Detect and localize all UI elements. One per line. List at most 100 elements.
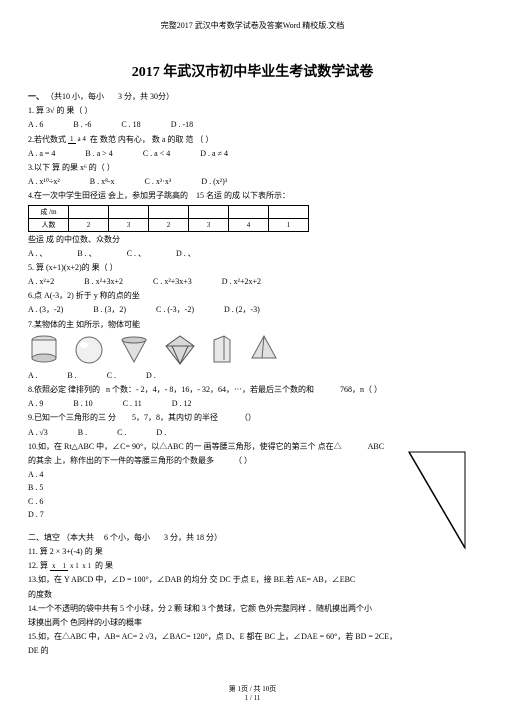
- sec2-mid: 6 个小，每小: [104, 533, 150, 542]
- q6-c: C . (-3，-2): [156, 304, 194, 315]
- q2-a: A . a = 4: [28, 148, 55, 159]
- q8-t3: 768，n（ ）: [340, 385, 382, 394]
- q6-stem: 6.点 A(-3，2) 折于 y 称的点的坐: [28, 290, 477, 301]
- t-r2c6: 4: [229, 218, 269, 231]
- q1-c: C . 18: [121, 119, 140, 130]
- q4-b: B . 、: [77, 248, 96, 259]
- q8-c: C . 11: [123, 398, 142, 409]
- q2-d: D . a ≠ 4: [200, 148, 228, 159]
- q2-c: C . a < 4: [143, 148, 170, 159]
- q4-t1: 4.在一次中学生田径运 会上，参加男子跳高的: [28, 191, 188, 200]
- q13: 13.如，在 Y ABCD 中，∠D = 100°，∠DAB 的均分 交 DC …: [28, 574, 477, 585]
- q4-d: D . 、: [176, 248, 196, 259]
- q3-c: C . x²·x³: [145, 176, 172, 187]
- q3-stem: 3.以下 算 的果 x⁶ 的（ ）: [28, 162, 477, 173]
- q4-opts: A . 、 B . 、 C . 、 D . 、: [28, 248, 477, 259]
- q7-d: D .: [146, 370, 156, 381]
- q9-t2: 5，7，8，其内切 的半径: [132, 413, 218, 422]
- q6-b: B . (3，2): [93, 304, 126, 315]
- q9-b: B .: [78, 427, 87, 438]
- q7-c: C .: [107, 370, 116, 381]
- t-r1c6: [229, 205, 269, 218]
- q13b: 的度数: [28, 589, 477, 600]
- diamond-icon: [164, 334, 196, 366]
- q6-d: D . (2，-3): [224, 304, 260, 315]
- q2-rest: 在 数范 内有心， 数 a 的取 范 （ ）: [90, 135, 214, 144]
- t-r1c1: 成 /m: [29, 205, 69, 218]
- t-r1c4: [149, 205, 189, 218]
- prism-icon: [210, 334, 234, 366]
- q8-a: A . 9: [28, 398, 43, 409]
- page-footer: 第 1页 / 共 10页 1 / 11: [0, 684, 505, 702]
- q8-opts: A . 9 B . 10 C . 11 D . 12: [28, 398, 477, 409]
- t-r1c3: [109, 205, 149, 218]
- q2-b: B . a > 4: [85, 148, 112, 159]
- sec2-label: 二、填空 （本大共: [28, 533, 94, 542]
- q12-frac: x 1x 1 x 1: [50, 563, 93, 570]
- q14b: 球摸出两个 色同样的小球的概率: [28, 617, 477, 628]
- q6-a: A . (3，-2): [28, 304, 63, 315]
- section-1: 一、 （共10 小，每小 3 分，共 30分）: [28, 91, 477, 102]
- q15b: DE 的: [28, 645, 477, 656]
- q4-after: 些运 成 的中位数、众数分: [28, 234, 477, 245]
- q9-a: A . √3: [28, 427, 48, 438]
- q3-opts: A . x¹⁰÷x² B . x⁸-x C . x²·x³ D . (x²)³: [28, 176, 477, 187]
- page-title: 2017 年武汉市初中毕业生考试数学试卷: [28, 61, 477, 81]
- q9-t1: 9.已知一个三角形的三 分: [28, 413, 116, 422]
- q9-d: D .: [156, 427, 166, 438]
- q10-l2t: 的其余 上，称作出的下一件的等腰三角形的个数最多: [28, 456, 214, 465]
- q5-c: C . x²+3x+3: [153, 276, 192, 287]
- q1-d: D . -18: [171, 119, 193, 130]
- q12-stem: 12. 算: [28, 561, 50, 570]
- q2-txt: 2.若代数式: [28, 135, 66, 144]
- q5-b: B . x²+3x+2: [84, 276, 123, 287]
- q8-t1: 8.依照必定 律排列的: [28, 385, 100, 394]
- q5-stem: 5. 算 (x+1)(x+2)的 果（ ）: [28, 262, 477, 273]
- q8-stem: 8.依照必定 律排列的 n 个数：- 2，4，- 8，16，- 32，64，⋯，…: [28, 384, 477, 395]
- q12-end: 的 果: [95, 561, 113, 570]
- q9-t3: （）: [240, 413, 256, 422]
- t-r2c3: 3: [109, 218, 149, 231]
- sec1-desc: （共10 小，每小: [46, 92, 104, 101]
- q7-shapes: [28, 334, 477, 366]
- triangle-figure: [407, 450, 467, 550]
- q1-opts: A . 6 B . -6 C . 18 D . -18: [28, 119, 477, 130]
- footer-1: 第 1页 / 共 10页: [0, 684, 505, 694]
- sec1-pts: 3 分，共 30分）: [118, 92, 174, 101]
- q1-a: A . 6: [28, 119, 43, 130]
- q1-b: B . -6: [73, 119, 91, 130]
- doc-header: 完整2017 武汉中考数学试卷及答案Word 精校版.文档: [28, 20, 477, 31]
- q3-b: B . x⁸-x: [90, 176, 115, 187]
- t-r2c1: 人数: [29, 218, 69, 231]
- q1-stem: 1. 算 3√ 的 果（ ）: [28, 105, 477, 116]
- t-r2c2: 2: [69, 218, 109, 231]
- q8-d: D . 12: [172, 398, 192, 409]
- q9-c: C .: [117, 427, 126, 438]
- t-r1c5: [189, 205, 229, 218]
- q15: 15.如，在△ABC 中，AB= AC= 2 √3，∠BAC= 120°，点 D…: [28, 631, 477, 642]
- q5-d: D . x²+2x+2: [222, 276, 261, 287]
- q9-stem: 9.已知一个三角形的三 分 5，7，8，其内切 的半径 （）: [28, 412, 477, 423]
- q9-opts: A . √3 B . C . D .: [28, 427, 477, 438]
- q7-opts: A . B . C . D .: [28, 370, 477, 381]
- q7-stem: 7.某物体的主 如所示，物体可能: [28, 319, 477, 330]
- q3-a: A . x¹⁰÷x²: [28, 176, 60, 187]
- footer-2: 1 / 11: [0, 694, 505, 702]
- q10-end: ABC: [368, 442, 384, 451]
- t-r2c5: 3: [189, 218, 229, 231]
- q10-t1: 10.如，在 Rt△ABC 中，∠C= 90°，以△ABC 的一 画等腰三角形，…: [28, 442, 342, 451]
- q12: 12. 算 x 1x 1 x 1 的 果: [28, 560, 477, 571]
- q4-a: A . 、: [28, 248, 47, 259]
- q2-opts: A . a = 4 B . a > 4 C . a < 4 D . a ≠ 4: [28, 148, 477, 159]
- q14: 14.一个不透明的袋中共有 5 个小球，分 2 颗 球和 3 个黄球，它颜 色外…: [28, 603, 477, 614]
- q7-a: A .: [28, 370, 37, 381]
- q6-opts: A . (3，-2) B . (3，2) C . (-3，-2) D . (2，…: [28, 304, 477, 315]
- q2-frac: 1a 4: [68, 136, 88, 143]
- t-r1c7: [269, 205, 309, 218]
- sphere-icon: [74, 335, 104, 365]
- t-r2c4: 2: [149, 218, 189, 231]
- q7-b: B .: [67, 370, 76, 381]
- q5-a: A . x²+2: [28, 276, 54, 287]
- sec1-label: 一、: [28, 92, 44, 101]
- pyramid-icon: [248, 334, 280, 366]
